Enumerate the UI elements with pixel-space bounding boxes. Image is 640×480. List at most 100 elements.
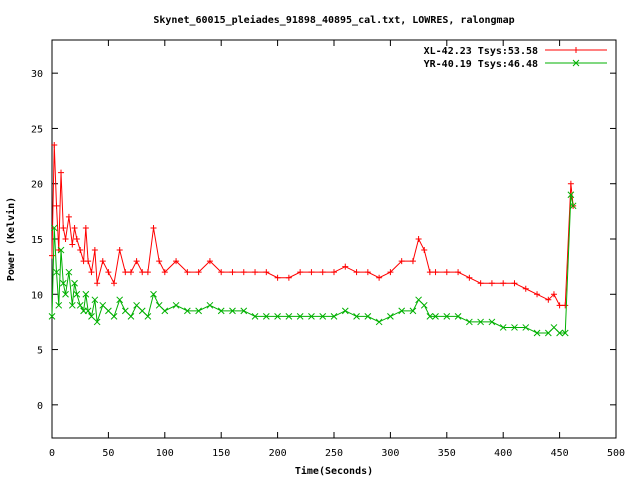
data-point — [297, 269, 304, 276]
data-point — [252, 269, 259, 276]
x-tick-label: 150 — [212, 448, 230, 459]
y-axis: 0 5 10 15 20 25 30 — [31, 69, 616, 412]
data-point — [116, 296, 124, 304]
data-point — [88, 269, 95, 276]
data-point — [184, 269, 191, 276]
data-point — [499, 324, 507, 331]
data-point — [443, 269, 450, 276]
data-point — [522, 285, 529, 292]
data-point — [426, 313, 434, 320]
data-point — [511, 280, 518, 287]
y-tick-label: 10 — [31, 290, 43, 301]
data-point — [562, 302, 569, 309]
data-point — [240, 269, 247, 276]
legend-label: YR-40.19 Tsys:46.48 — [424, 59, 538, 70]
data-point — [82, 224, 89, 231]
data-point — [111, 280, 118, 287]
data-point — [488, 280, 495, 287]
data-point — [544, 329, 552, 337]
x-tick-label: 500 — [607, 448, 625, 459]
data-point — [567, 180, 574, 187]
data-point — [53, 268, 60, 276]
data-point — [375, 318, 383, 326]
y-axis-label: Power (Kelvin) — [5, 197, 17, 281]
data-point — [229, 307, 236, 315]
data-point — [94, 280, 101, 287]
x-axis-label: Time(Seconds) — [295, 465, 373, 477]
data-point — [53, 202, 60, 209]
data-point — [409, 307, 417, 315]
data-point — [133, 258, 140, 265]
data-point — [341, 307, 349, 315]
data-point — [82, 290, 90, 298]
data-point — [206, 258, 213, 265]
data-point — [556, 329, 563, 337]
data-point — [84, 307, 92, 315]
data-point — [76, 301, 84, 309]
data-point — [274, 313, 281, 320]
y-tick-label: 0 — [37, 401, 43, 412]
data-point — [77, 247, 84, 254]
data-point — [534, 291, 541, 298]
data-point — [48, 313, 56, 320]
data-point — [173, 258, 180, 265]
data-point — [62, 290, 69, 298]
data-point — [454, 313, 462, 320]
data-point — [466, 318, 473, 326]
data-point — [561, 329, 569, 337]
data-point — [556, 302, 563, 309]
y-tick-label: 25 — [31, 124, 43, 135]
data-point — [364, 269, 371, 276]
data-point — [432, 269, 439, 276]
data-point — [545, 296, 552, 303]
data-point — [415, 236, 422, 242]
data-point — [364, 313, 372, 320]
data-point — [122, 269, 129, 276]
series-2 — [48, 191, 577, 337]
data-point — [133, 301, 140, 309]
data-point — [522, 324, 530, 331]
data-point — [60, 224, 67, 231]
data-point — [353, 313, 360, 320]
data-point — [110, 313, 118, 320]
legend: XL-42.23 Tsys:53.58 YR-40.19 Tsys:46.48 — [424, 46, 607, 70]
data-point — [319, 313, 327, 320]
data-point — [116, 247, 123, 254]
data-point — [57, 246, 65, 254]
y-tick-label: 15 — [31, 235, 43, 246]
series-layer — [48, 142, 577, 337]
data-point — [296, 313, 304, 320]
data-point — [127, 313, 135, 320]
data-point — [127, 269, 134, 276]
x-tick-label: 100 — [156, 448, 174, 459]
data-point — [155, 301, 163, 309]
data-point — [285, 274, 292, 281]
x-tick-label: 300 — [381, 448, 399, 459]
data-point — [308, 269, 315, 276]
data-point — [308, 313, 315, 320]
x-tick-label: 200 — [269, 448, 287, 459]
data-point — [342, 263, 349, 270]
x-tick-label: 450 — [551, 448, 569, 459]
data-point — [387, 269, 394, 276]
data-point — [156, 258, 163, 265]
data-point — [65, 213, 72, 220]
data-point — [567, 191, 575, 199]
data-point — [432, 313, 439, 320]
data-point — [71, 279, 78, 287]
y-tick-label: 20 — [31, 180, 43, 191]
data-point — [99, 258, 106, 265]
data-point — [150, 290, 157, 298]
data-point — [319, 269, 326, 276]
data-point — [218, 269, 225, 276]
data-point — [443, 313, 451, 320]
x-tick-label: 0 — [49, 448, 55, 459]
data-point — [426, 269, 433, 276]
data-point — [415, 296, 422, 304]
data-point — [88, 313, 95, 320]
legend-label: XL-42.23 Tsys:53.58 — [424, 46, 538, 57]
data-point — [105, 307, 112, 315]
data-point — [488, 318, 496, 326]
data-point — [58, 169, 65, 176]
data-point — [144, 313, 152, 320]
